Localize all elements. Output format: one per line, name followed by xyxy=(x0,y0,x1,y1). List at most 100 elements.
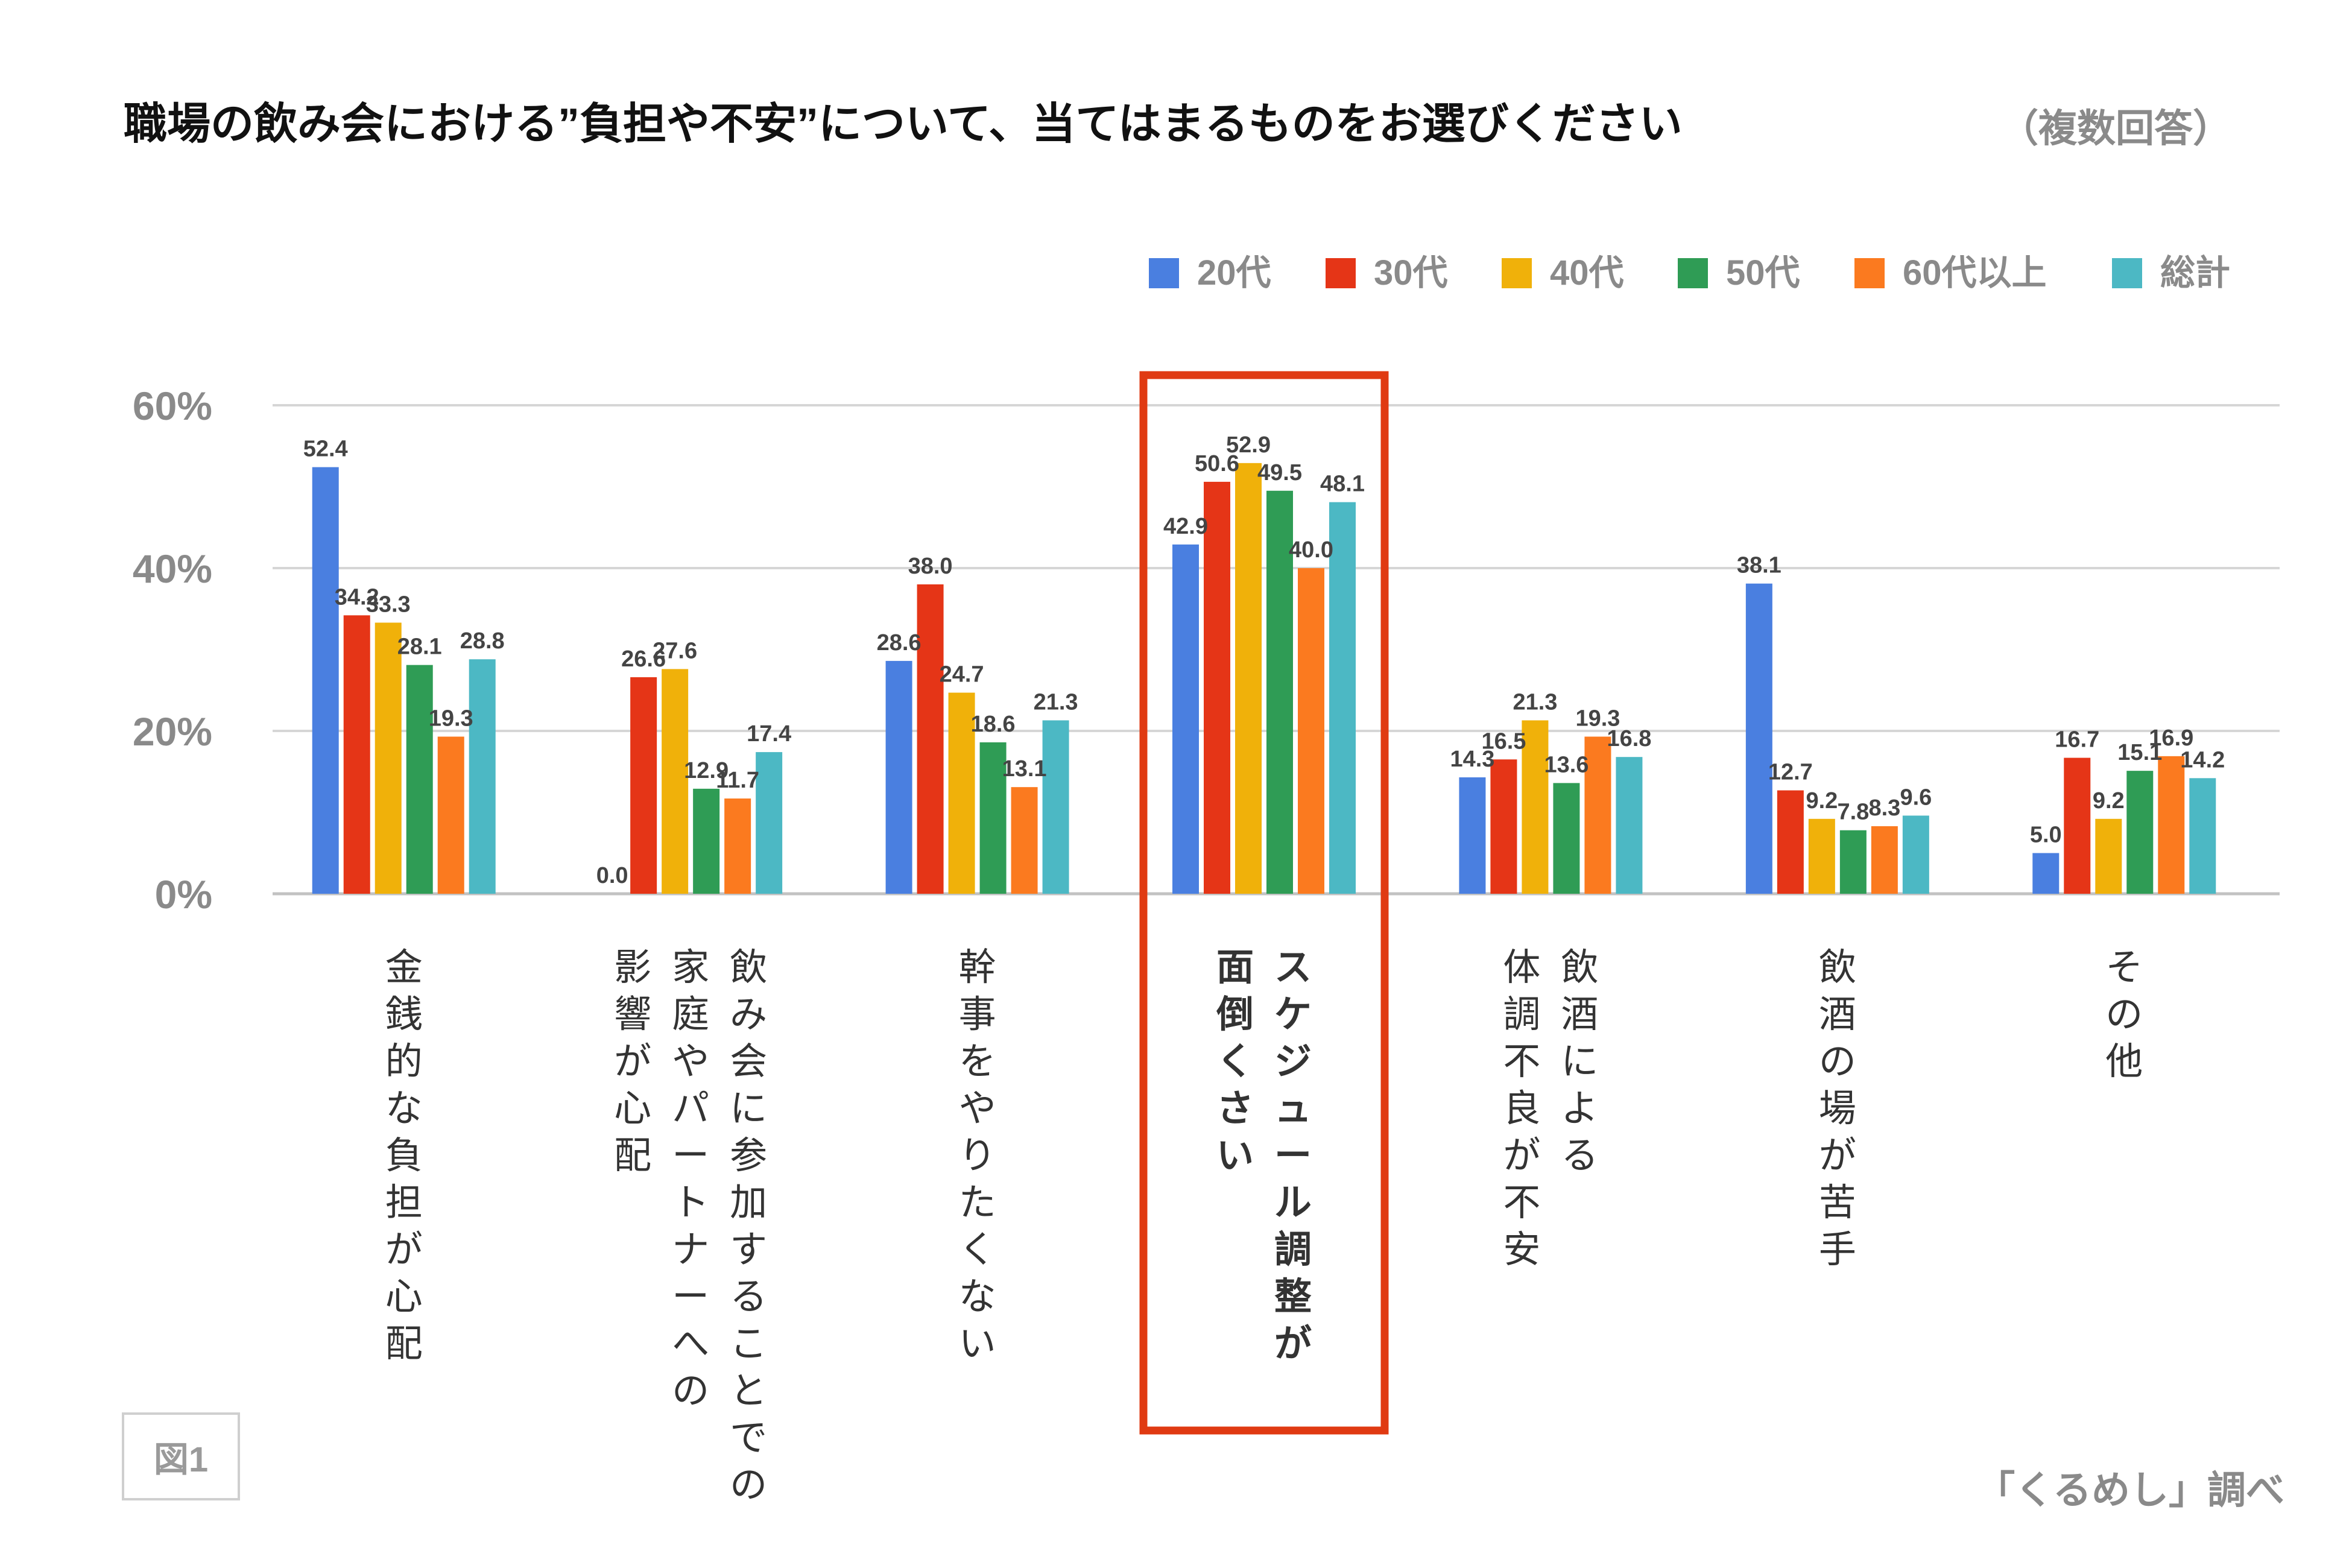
y-tick-label: 20% xyxy=(133,709,212,754)
category-label: い xyxy=(1216,1135,1254,1177)
category-label: 心 xyxy=(385,1276,423,1318)
source-note: 「くるめし」調べ xyxy=(1976,1468,2284,1512)
category-label: 調 xyxy=(1274,1229,1312,1271)
category-label: 配 xyxy=(385,1323,423,1365)
figure-tag: 図1 xyxy=(122,1412,240,1500)
bar xyxy=(1042,720,1069,894)
legend-label: 20代 xyxy=(1197,253,1271,292)
data-label: 34.2 xyxy=(335,584,379,610)
bar xyxy=(979,742,1007,894)
category-label: こ xyxy=(730,1323,767,1365)
bar xyxy=(2032,853,2060,894)
bar xyxy=(312,467,339,894)
legend-swatch xyxy=(1326,258,1356,288)
legend-label: 30代 xyxy=(1374,253,1448,292)
data-label: 16.8 xyxy=(1607,726,1651,751)
category-label: と xyxy=(730,1370,767,1412)
bar xyxy=(662,669,689,894)
category-label: 担 xyxy=(385,1182,423,1224)
data-label: 21.3 xyxy=(1034,689,1078,715)
legend-swatch xyxy=(2112,258,2142,288)
category-label: 調 xyxy=(1503,994,1540,1035)
highlight-box xyxy=(1139,371,1389,1435)
bar xyxy=(693,788,720,894)
legend: 20代 30代 40代 50代 60代以上 総計 xyxy=(1149,253,2230,292)
legend-label: 50代 xyxy=(1726,253,1800,292)
data-label: 16.7 xyxy=(2055,727,2099,753)
category-label: 良 xyxy=(1503,1088,1540,1130)
bar xyxy=(1490,759,1517,894)
bar xyxy=(1522,720,1549,894)
chart-subtitle: （複数回答） xyxy=(2000,107,2231,150)
category-label: に xyxy=(1561,1041,1598,1083)
category-label: 安 xyxy=(1503,1229,1540,1271)
category-label: 不 xyxy=(1503,1041,1540,1083)
bar xyxy=(1298,568,1324,894)
category-label: 飲 xyxy=(1561,947,1598,988)
data-label: 28.1 xyxy=(397,634,442,660)
data-label: 19.3 xyxy=(1575,706,1620,731)
bar xyxy=(437,736,464,894)
category-label: 整 xyxy=(1274,1276,1312,1318)
category-label: 面 xyxy=(1216,947,1254,988)
category-label: る xyxy=(1561,1135,1598,1177)
category-label: ト xyxy=(672,1182,709,1224)
bar xyxy=(1011,787,1038,894)
data-label: 13.1 xyxy=(1002,756,1047,782)
data-label: 49.5 xyxy=(1257,460,1302,485)
bar xyxy=(375,622,402,894)
category-label: 会 xyxy=(730,1041,767,1083)
category-label: く xyxy=(1216,1041,1254,1083)
category-label: た xyxy=(959,1182,996,1224)
category-label: 事 xyxy=(959,994,996,1035)
category-label: ュ xyxy=(1274,1088,1312,1130)
category-label: が xyxy=(1503,1135,1540,1177)
data-labels: 52.434.233.328.119.328.80.026.627.612.91… xyxy=(303,432,2225,888)
category-label: ー xyxy=(672,1276,709,1318)
legend-label: 40代 xyxy=(1550,253,1624,292)
y-tick-label: 0% xyxy=(155,872,212,917)
bar xyxy=(917,584,944,894)
data-label: 38.1 xyxy=(1737,553,1781,578)
bar xyxy=(1235,463,1262,894)
data-label: 0.0 xyxy=(596,863,628,888)
bar xyxy=(1745,583,1772,894)
category-label: 飲 xyxy=(730,947,767,988)
category-label: な xyxy=(385,1088,423,1130)
category-label: の xyxy=(672,1370,709,1412)
category-label: 響 xyxy=(614,994,651,1035)
category-label: 場 xyxy=(1819,1088,1856,1130)
category-label: 影 xyxy=(614,947,651,988)
data-label: 7.8 xyxy=(1837,800,1869,825)
legend-swatch xyxy=(1854,258,1885,288)
category-label: が xyxy=(1274,1323,1312,1365)
category-label: を xyxy=(959,1041,996,1083)
category-label: よ xyxy=(1561,1088,1598,1130)
bar xyxy=(630,677,657,894)
category-label: さ xyxy=(1216,1088,1254,1130)
data-label: 52.9 xyxy=(1226,432,1271,458)
legend-label: 60代以上 xyxy=(1903,253,2047,292)
category-label: 参 xyxy=(730,1135,767,1177)
bar xyxy=(1902,815,1929,894)
data-label: 14.2 xyxy=(2180,747,2225,773)
category-label: ナ xyxy=(672,1229,709,1271)
data-label: 48.1 xyxy=(1320,472,1365,497)
category-label: み xyxy=(730,994,767,1035)
bar xyxy=(1616,757,1643,894)
bar xyxy=(1808,818,1835,894)
data-label: 9.2 xyxy=(1806,788,1838,814)
bar xyxy=(885,660,912,894)
category-label: 手 xyxy=(1819,1229,1856,1271)
category-label: が xyxy=(1819,1135,1856,1177)
category-label: 負 xyxy=(385,1135,423,1177)
category-label: ー xyxy=(1274,1135,1312,1177)
data-label: 19.3 xyxy=(429,706,473,731)
chart-title: 職場の飲み会における”負担や不安”について、当てはまるものをお選びください xyxy=(124,100,1683,148)
data-label: 27.6 xyxy=(653,638,697,663)
bars xyxy=(312,463,2216,894)
data-label: 14.3 xyxy=(1450,747,1494,772)
data-label: 40.0 xyxy=(1289,537,1333,563)
data-label: 12.7 xyxy=(1768,760,1813,785)
